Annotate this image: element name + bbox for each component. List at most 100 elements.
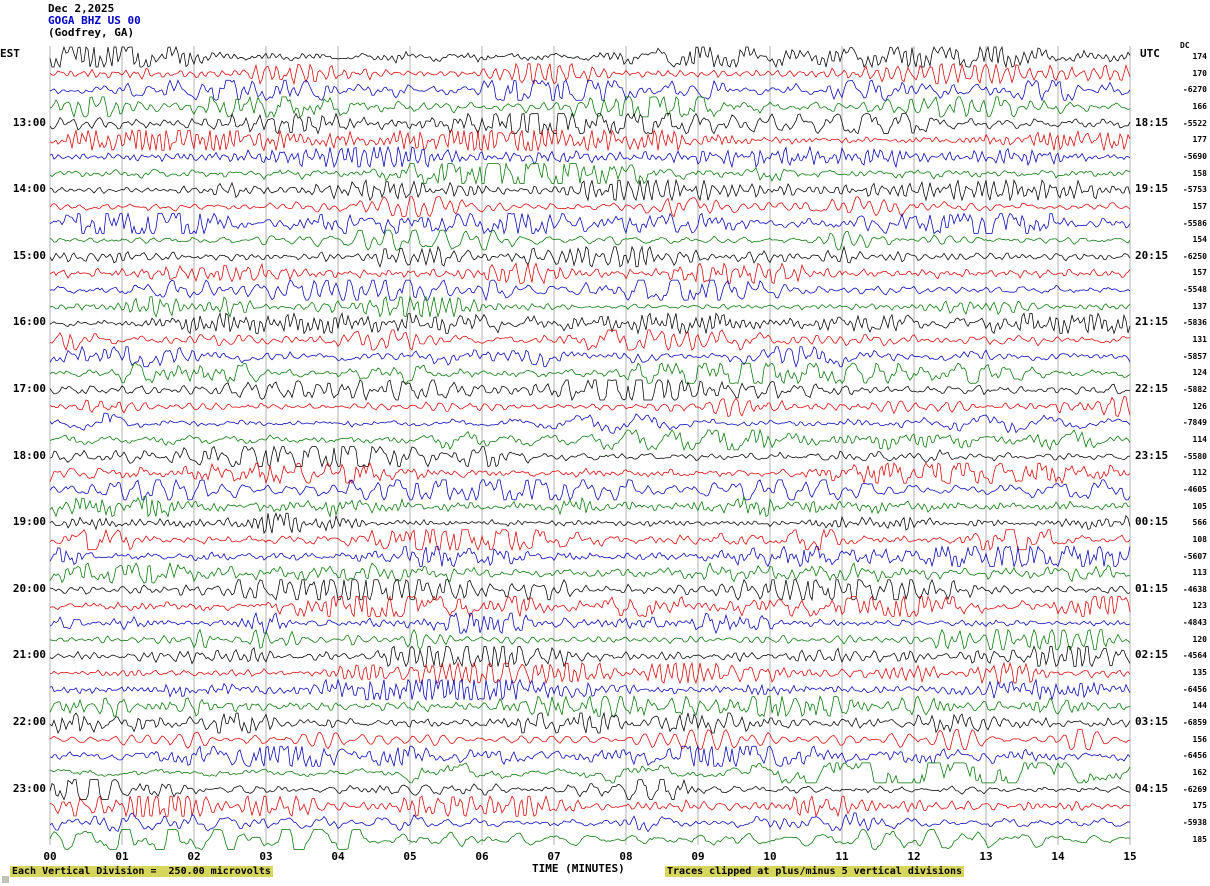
- trace-dc-value: 112: [1192, 468, 1207, 478]
- seismogram-trace: [49, 345, 1131, 368]
- minute-tick-label: 08: [619, 850, 633, 863]
- seismogram-trace: [49, 678, 1131, 702]
- trace-dc-value: 170: [1192, 68, 1207, 78]
- seismogram-trace: [49, 178, 1131, 202]
- minute-tick-label: 01: [115, 850, 129, 863]
- trace-dc-value: 154: [1192, 235, 1207, 245]
- trace-dc-value: -6270: [1182, 85, 1207, 95]
- seismogram-trace: [49, 95, 1131, 119]
- est-time-label: 13:00: [12, 115, 46, 129]
- left-timezone-label: EST: [0, 47, 20, 60]
- seismogram-trace: [49, 478, 1131, 501]
- trace-dc-value: -5522: [1182, 118, 1207, 128]
- minute-tick-label: 11: [835, 850, 849, 863]
- trace-dc-value: 123: [1192, 601, 1207, 611]
- seismogram-trace: [49, 711, 1131, 734]
- seismogram-trace: [49, 312, 1131, 335]
- minute-tick-label: 09: [691, 850, 705, 863]
- trace-dc-value: 124: [1192, 368, 1207, 378]
- trace-dc-value: 566: [1192, 518, 1207, 528]
- seismogram-trace: [49, 611, 1131, 635]
- est-time-label: 15:00: [12, 248, 46, 262]
- minute-tick-label: 12: [907, 850, 921, 863]
- trace-dc-value: 177: [1192, 135, 1207, 145]
- seismogram-trace: [49, 728, 1131, 751]
- seismogram-trace: [49, 295, 1131, 318]
- est-time-label: 22:00: [12, 715, 46, 728]
- trace-dc-value: -6456: [1182, 684, 1207, 694]
- seismogram-trace: [49, 245, 1131, 268]
- trace-dc-value: -6269: [1182, 784, 1207, 794]
- seismogram-trace: [49, 512, 1131, 535]
- utc-time-label: 03:15: [1135, 715, 1169, 728]
- seismogram-trace: [49, 628, 1131, 651]
- seismogram-trace: [49, 445, 1131, 468]
- x-axis-title: TIME (MINUTES): [532, 862, 625, 875]
- trace-dc-value: -6859: [1182, 718, 1207, 727]
- trace-dc-value: 156: [1192, 734, 1207, 744]
- est-time-label: 20:00: [12, 581, 46, 595]
- seismogram-trace: [50, 578, 1131, 602]
- seismogram-trace: [49, 396, 1131, 418]
- utc-time-label: 20:15: [1135, 248, 1169, 262]
- trace-dc-value: -4564: [1182, 651, 1207, 661]
- right-timezone-label: UTC: [1140, 47, 1160, 60]
- seismogram-trace: [49, 778, 1131, 801]
- trace-dc-value: 113: [1192, 568, 1207, 578]
- minute-tick-label: 10: [763, 850, 777, 863]
- trace-dc-value: 105: [1192, 501, 1207, 511]
- utc-time-label: 22:15: [1135, 382, 1169, 395]
- trace-dc-value: -5586: [1182, 218, 1207, 228]
- est-time-label: 21:00: [12, 648, 46, 662]
- trace-dc-value: -5882: [1182, 385, 1207, 394]
- seismogram-trace: [49, 262, 1131, 285]
- utc-time-label: 18:15: [1135, 115, 1169, 129]
- seismogram-trace: [49, 45, 1131, 69]
- seismogram-trace: [49, 645, 1131, 668]
- minute-tick-label: 03: [259, 850, 273, 863]
- date-label: Dec 2,2025: [48, 2, 115, 15]
- trace-dc-value: -5857: [1182, 351, 1207, 361]
- trace-dc-value: -4638: [1182, 584, 1207, 594]
- trace-dc-value: 131: [1192, 335, 1207, 345]
- seismogram-trace: [49, 112, 1131, 135]
- trace-dc-value: 166: [1192, 101, 1207, 111]
- seismogram-trace: [49, 661, 1131, 685]
- trace-dc-value: 158: [1192, 168, 1207, 178]
- minute-tick-label: 13: [979, 850, 993, 863]
- seismogram-trace: [49, 212, 1131, 235]
- trace-dc-value: -5753: [1182, 185, 1207, 195]
- seismogram-trace: [49, 594, 1131, 618]
- seismogram-trace: [49, 128, 1131, 152]
- trace-dc-value: -5548: [1182, 285, 1207, 295]
- minute-tick-label: 15: [1123, 850, 1137, 863]
- seismogram-trace: [49, 412, 1131, 434]
- utc-time-label: 21:15: [1135, 315, 1169, 329]
- utc-time-label: 19:15: [1135, 182, 1169, 196]
- seismogram-trace: [49, 428, 1131, 451]
- minute-tick-label: 00: [43, 850, 57, 863]
- trace-dc-value: 185: [1192, 834, 1207, 844]
- seismogram-trace: [49, 79, 1131, 102]
- minute-tick-label: 05: [403, 850, 417, 863]
- trace-dc-value: -5836: [1182, 318, 1207, 328]
- trace-dc-value: -4843: [1182, 618, 1207, 628]
- minute-tick-label: 07: [547, 850, 561, 863]
- est-time-label: 23:00: [12, 781, 46, 795]
- trace-dc-value: 135: [1192, 668, 1207, 678]
- trace-dc-value: 144: [1192, 701, 1207, 711]
- vertical-division-note: Each Vertical Division = 250.00 microvol…: [10, 866, 273, 877]
- trace-dc-value: -6250: [1182, 251, 1207, 261]
- est-time-label: 16:00: [12, 315, 46, 329]
- dc-column-header: DC: [1180, 41, 1190, 50]
- trace-dc-value: 126: [1192, 401, 1207, 411]
- seismogram-trace: [49, 229, 1131, 251]
- seismogram-trace: [49, 196, 1131, 218]
- seismogram-trace: [49, 528, 1131, 552]
- utc-time-label: 23:15: [1135, 448, 1169, 462]
- clipping-note: Traces clipped at plus/minus 5 vertical …: [665, 866, 965, 877]
- trace-dc-value: 174: [1192, 52, 1207, 61]
- minute-tick-label: 02: [187, 850, 201, 863]
